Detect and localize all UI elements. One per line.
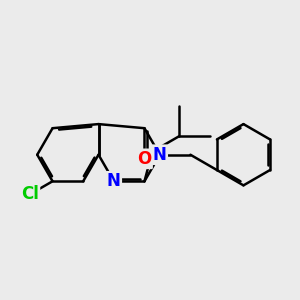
Text: N: N	[153, 146, 167, 164]
Text: O: O	[137, 150, 152, 168]
Text: N: N	[107, 172, 121, 190]
Text: Cl: Cl	[21, 185, 39, 203]
